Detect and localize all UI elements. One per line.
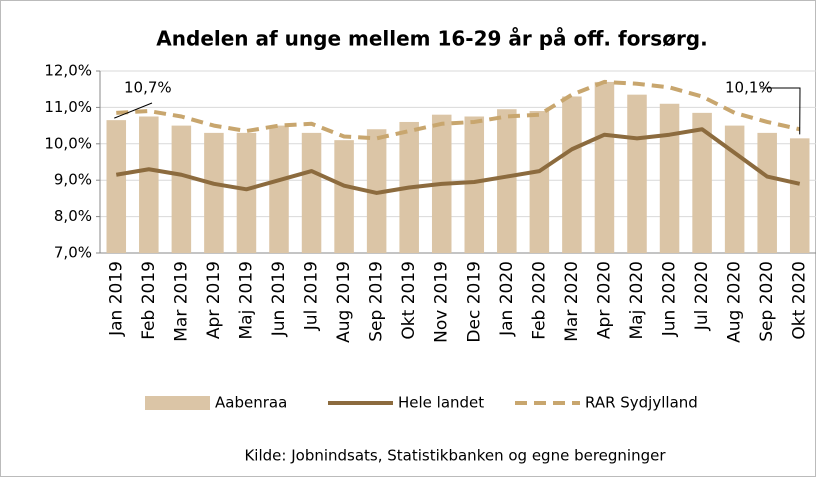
x-tick-label: Apr 2019 — [204, 261, 224, 339]
x-tick-label: Mar 2020 — [562, 261, 582, 342]
y-tick-label: 11,0% — [44, 98, 92, 116]
annotation: 10,1% — [725, 79, 773, 97]
x-tick-label: Okt 2019 — [399, 261, 419, 340]
bar — [334, 140, 354, 253]
legend-label: RAR Sydjylland — [585, 394, 698, 412]
bar — [724, 125, 745, 253]
x-tick-label: Sep 2019 — [367, 261, 387, 342]
x-tick-label: Jul 2020 — [692, 261, 712, 331]
bar — [464, 116, 485, 253]
bar — [106, 120, 127, 253]
y-tick-label: 7,0% — [54, 244, 92, 262]
bar — [757, 132, 777, 253]
x-tick-label: Jan 2019 — [106, 261, 126, 337]
bar — [497, 109, 517, 253]
bar — [692, 112, 712, 253]
y-tick-label: 12,0% — [44, 62, 92, 80]
x-tick-label: Jul 2019 — [302, 261, 322, 331]
bar — [659, 103, 680, 253]
x-tick-label: Jun 2019 — [269, 261, 289, 337]
x-tick-label: Maj 2019 — [236, 261, 256, 339]
x-tick-label: Mar 2019 — [171, 261, 191, 342]
y-tick-label: 9,0% — [54, 171, 92, 189]
x-tick-label: Nov 2019 — [432, 261, 452, 343]
x-tick-label: Apr 2020 — [594, 261, 614, 339]
x-tick-label: Aug 2019 — [334, 261, 354, 343]
x-tick-label: Aug 2020 — [725, 261, 745, 343]
annotation: 10,7% — [124, 79, 172, 97]
line — [116, 79, 801, 141]
bar — [562, 96, 582, 253]
callout — [114, 102, 153, 119]
bar — [789, 138, 810, 253]
x-tick-label: Jan 2020 — [497, 261, 517, 337]
bar — [529, 111, 550, 253]
legend-label: Hele landet — [398, 394, 484, 412]
legend-swatch — [145, 396, 210, 410]
bar — [301, 132, 322, 253]
x-tick-label: Jun 2020 — [660, 261, 680, 337]
y-tick-label: 10,0% — [44, 134, 92, 152]
y-tick-label: 8,0% — [54, 207, 92, 225]
line — [115, 127, 801, 195]
x-tick-label: Maj 2020 — [627, 261, 647, 339]
callout — [760, 87, 801, 135]
x-tick-label: Feb 2020 — [529, 261, 549, 340]
bar — [627, 94, 647, 253]
bar — [139, 116, 159, 253]
x-tick-label: Feb 2019 — [139, 261, 159, 340]
x-tick-label: Dec 2019 — [464, 261, 484, 343]
bar — [171, 125, 192, 253]
x-tick-label: Okt 2020 — [790, 261, 810, 340]
source: Kilde: Jobnindsats, Statistikbanken og e… — [244, 447, 666, 465]
x-tick-label: Sep 2020 — [757, 261, 777, 342]
chart-title: Andelen af unge mellem 16-29 år på off. … — [156, 27, 707, 51]
legend-label: Aabenraa — [215, 394, 287, 412]
bar — [204, 132, 224, 253]
bar — [269, 125, 289, 253]
bar — [594, 81, 615, 253]
bar — [236, 132, 257, 253]
